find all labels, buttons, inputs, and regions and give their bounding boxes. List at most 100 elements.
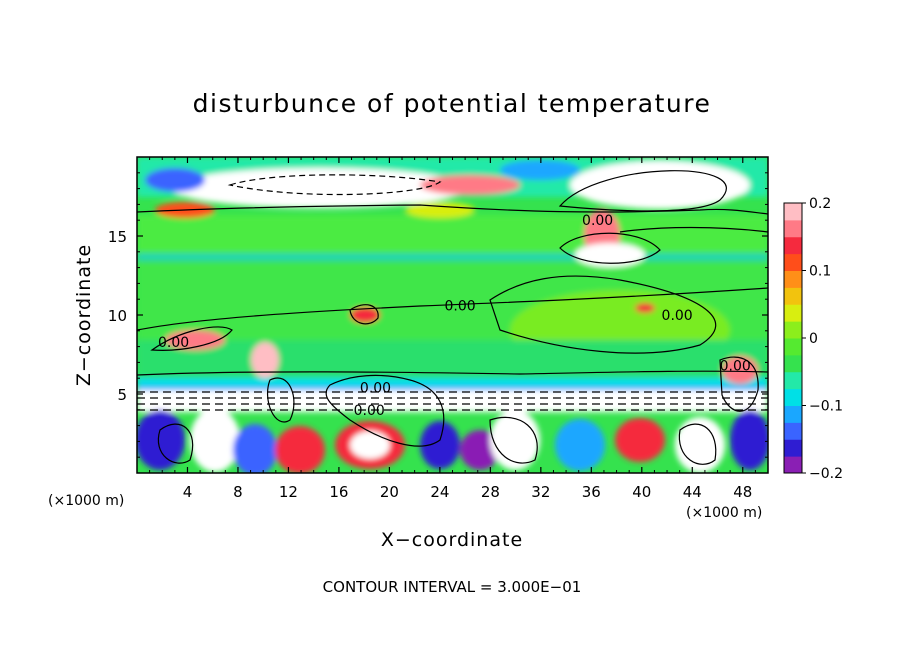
colorbar-swatch [784,203,802,221]
colorbar-swatch [784,287,802,305]
field-plume-white [575,243,645,267]
colorbar-swatch [784,236,802,255]
colorbar-tick-label: 0 [809,331,818,347]
colorbar-swatch [784,253,802,271]
colorbar-swatch [784,388,802,406]
field-shading [137,157,768,473]
contour-line [558,170,727,212]
contour-line [678,423,717,465]
colorbar-swatch [784,422,802,440]
field-bl-white-1 [190,408,240,472]
contour-line [137,204,768,215]
contour-line [349,304,379,325]
y-tick-label: 15 [108,228,127,246]
contour-line [150,326,233,351]
field-bl-blue-5 [730,410,768,470]
contour-line [719,356,759,412]
field-bl-red-1 [275,426,325,473]
contour-line [619,226,768,233]
field-storm-1 [251,342,279,378]
x-tick-label: 8 [233,483,243,501]
field-bl-white-2 [350,431,390,459]
field-bl-blue-4 [555,419,605,471]
contour-label: 0.00 [354,403,385,419]
chart-title: disturbunce of potential temperature [193,89,712,118]
colorbar-swatch [784,304,802,322]
contour-line [489,275,717,354]
colorbar-tick-label: −0.2 [809,466,843,482]
field-band-blue [137,386,768,392]
field-boundary-white [137,390,768,412]
contour-label: 0.00 [662,308,693,324]
y-tick-label: 5 [117,386,127,404]
x-tick-label: 40 [632,483,651,501]
contour-labels: 0.00 0.00 0.00 0.00 0.00 0.00 0.00 [158,213,751,419]
colorbar-swatch [784,354,802,373]
x-unit-label-right: (×1000 m) [686,505,762,521]
field-top-cyan [500,160,580,180]
x-tick-label: 20 [380,483,399,501]
x-tick-label: 24 [430,483,449,501]
x-axis-label: X−coordinate [381,529,523,551]
field-band-cyan [137,253,768,261]
x-unit-label-left: (×1000 m) [48,493,124,509]
field-bl-red-3 [615,418,665,462]
contour-line [489,416,538,464]
field-bl-blue-2 [233,424,277,473]
field-top-pink [420,175,520,195]
contour-line [137,287,768,331]
field-band-upper [137,215,768,255]
colorbar-swatch [784,405,802,423]
field-bl-blue-1 [137,410,185,470]
colorbar-swatch [784,321,802,339]
field-storm-3 [350,307,380,323]
contour-line [559,232,661,264]
field-storm-5 [722,356,758,384]
field-top-blue-left [145,168,205,192]
field-top-yellow [405,202,475,218]
field-top-white-right [570,161,750,209]
x-tick-label: 28 [481,483,500,501]
contour-line [325,374,445,447]
colorbar-swatch [784,338,802,356]
contour-label: 0.00 [720,359,751,375]
colorbar-frame [783,202,803,474]
colorbar-tick-label: 0.2 [809,196,831,212]
contour-label: 0.00 [582,213,613,229]
field-bl-blue-3 [420,421,460,469]
field-bl-white-4 [675,417,725,473]
x-tick-label: 44 [683,483,702,501]
contour-lines [137,170,768,465]
field-band-aqua [137,378,768,388]
field-storm-4 [635,303,655,313]
y-tick-label: 10 [108,307,127,325]
x-tick-label: 32 [531,483,550,501]
contour-label: 0.00 [360,381,391,397]
y-axis-label: Z−coordinate [73,244,95,386]
colorbar-swatch [784,456,802,474]
contour-line [157,423,194,464]
colorbar-swatch [784,219,802,238]
colorbar-tick-label: −0.1 [809,399,843,415]
x-tick-label: 12 [279,483,298,501]
contour-line [137,370,768,376]
colorbar-tick-label: 0.1 [809,264,831,280]
colorbar-swatch [784,270,802,288]
x-tick-label: 36 [582,483,601,501]
plot-area [137,157,768,473]
x-tick-label: 16 [329,483,348,501]
contour-interval-note: CONTOUR INTERVAL = 3.000E−01 [323,578,582,596]
x-tick-label: 4 [183,483,193,501]
contour-label: 0.00 [158,335,189,351]
x-tick-label: 48 [733,483,752,501]
field-top-white-left [170,168,470,208]
contour-line [266,377,295,423]
colorbar-swatch [784,439,802,457]
contour-line [227,174,442,196]
colorbar: −0.2 −0.1 0 0.1 0.2 [784,196,843,482]
colorbar-swatch [784,371,802,390]
field-band-lower [137,340,768,380]
contour-label: 0.00 [444,299,475,315]
